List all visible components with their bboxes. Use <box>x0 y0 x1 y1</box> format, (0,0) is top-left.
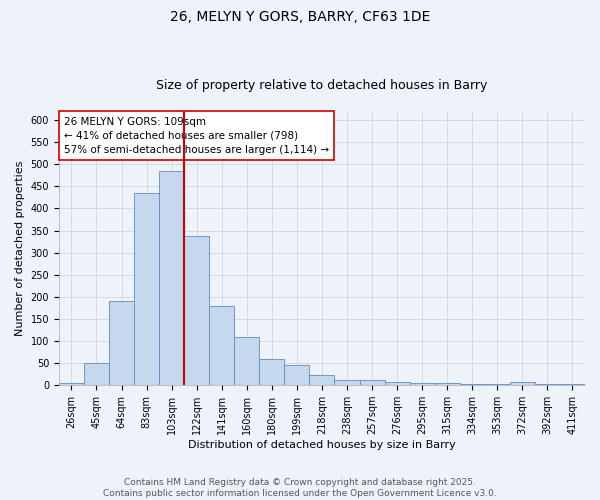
Text: Contains HM Land Registry data © Crown copyright and database right 2025.
Contai: Contains HM Land Registry data © Crown c… <box>103 478 497 498</box>
Bar <box>485 384 510 385</box>
Bar <box>109 302 134 385</box>
Y-axis label: Number of detached properties: Number of detached properties <box>15 160 25 336</box>
Bar <box>84 363 109 385</box>
Title: Size of property relative to detached houses in Barry: Size of property relative to detached ho… <box>156 79 488 92</box>
Text: 26 MELYN Y GORS: 109sqm
← 41% of detached houses are smaller (798)
57% of semi-d: 26 MELYN Y GORS: 109sqm ← 41% of detache… <box>64 116 329 154</box>
Bar <box>134 193 159 385</box>
Bar <box>310 376 334 385</box>
Bar <box>184 236 209 385</box>
Bar <box>259 358 284 385</box>
Bar <box>535 384 560 385</box>
Bar <box>284 366 310 385</box>
Bar <box>334 380 359 385</box>
Bar <box>359 380 385 385</box>
Text: 26, MELYN Y GORS, BARRY, CF63 1DE: 26, MELYN Y GORS, BARRY, CF63 1DE <box>170 10 430 24</box>
Bar <box>410 383 434 385</box>
Bar <box>434 383 460 385</box>
Bar <box>234 336 259 385</box>
Bar <box>159 171 184 385</box>
Bar <box>385 382 410 385</box>
X-axis label: Distribution of detached houses by size in Barry: Distribution of detached houses by size … <box>188 440 456 450</box>
Bar <box>460 384 485 385</box>
Bar <box>59 383 84 385</box>
Bar <box>560 384 585 385</box>
Bar <box>209 306 234 385</box>
Bar <box>510 382 535 385</box>
